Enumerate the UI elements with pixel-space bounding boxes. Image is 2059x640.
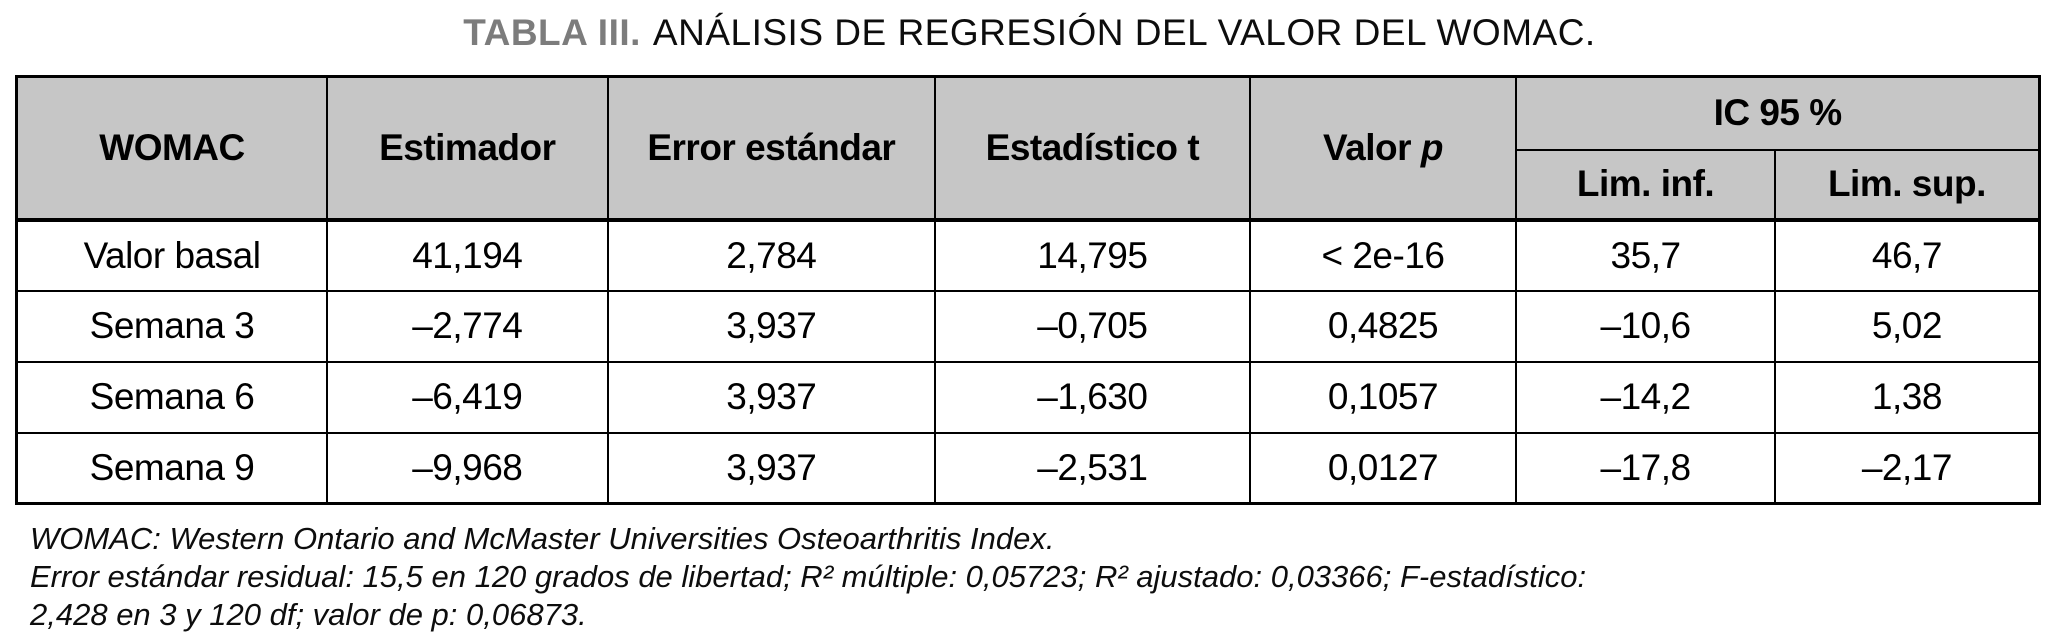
page-title: TABLA III. ANÁLISIS DE REGRESIÓN DEL VALO…	[0, 10, 2059, 56]
table-row: Semana 9 –9,968 3,937 –2,531 0,0127 –17,…	[15, 431, 2041, 505]
col-header-error-estandar: Error estándar	[606, 75, 937, 221]
data-cell: 3,937	[606, 431, 937, 505]
col-header-ic-95: IC 95 %	[1515, 75, 2041, 151]
data-cell: –6,419	[326, 360, 609, 434]
table-number-label: TABLA III.	[463, 12, 641, 53]
row-label: Semana 6	[15, 360, 329, 434]
table-row: Valor basal 41,194 2,784 14,795 < 2e-16 …	[15, 217, 2041, 292]
valor-p-prefix: Valor	[1323, 126, 1412, 168]
table-row: Semana 6 –6,419 3,937 –1,630 0,1057 –14,…	[15, 360, 2041, 434]
data-cell: 46,7	[1773, 217, 2041, 292]
valor-p-symbol: p	[1420, 126, 1444, 168]
col-header-estimador: Estimador	[326, 75, 609, 221]
data-cell: 41,194	[326, 217, 609, 292]
col-header-lim-inf: Lim. inf.	[1515, 148, 1776, 221]
data-cell: –10,6	[1515, 289, 1776, 363]
data-cell: 3,937	[606, 360, 937, 434]
regression-table: WOMAC Estimador Error estándar Estadísti…	[15, 75, 2041, 505]
data-cell: 5,02	[1773, 289, 2041, 363]
data-cell: –14,2	[1515, 360, 1776, 434]
data-cell: –2,774	[326, 289, 609, 363]
data-cell: 0,0127	[1248, 431, 1518, 505]
header-row-sub: Lim. inf. Lim. sup.	[17, 148, 2041, 221]
row-label: Semana 9	[15, 431, 329, 505]
footnote-line: Error estándar residual: 15,5 en 120 gra…	[30, 559, 1587, 594]
data-cell: < 2e-16	[1248, 217, 1518, 292]
row-label: Semana 3	[15, 289, 329, 363]
data-cell: 0,4825	[1248, 289, 1518, 363]
col-header-lim-sup: Lim. sup.	[1773, 148, 2041, 221]
data-cell: 14,795	[934, 217, 1251, 292]
row-label: Valor basal	[15, 217, 329, 292]
header-row-top: WOMAC Estimador Error estándar Estadísti…	[15, 75, 2041, 221]
col-header-estadistico-t: Estadístico t	[934, 75, 1251, 221]
data-cell: 3,937	[606, 289, 937, 363]
col-header-valor-p: Valor p	[1248, 75, 1518, 221]
data-cell: –9,968	[326, 431, 609, 505]
footnote-line: WOMAC: Western Ontario and McMaster Univ…	[30, 521, 1055, 556]
col-header-womac: WOMAC	[15, 75, 329, 221]
data-cell: 2,784	[606, 217, 937, 292]
data-cell: –1,630	[934, 360, 1251, 434]
table-row: Semana 3 –2,774 3,937 –0,705 0,4825 –10,…	[15, 289, 2041, 363]
data-cell: –2,17	[1773, 431, 2041, 505]
data-cell: 1,38	[1773, 360, 2041, 434]
footnote-line: 2,428 en 3 y 120 df; valor de p: 0,06873…	[30, 597, 587, 632]
data-cell: –0,705	[934, 289, 1251, 363]
data-cell: –2,531	[934, 431, 1251, 505]
data-cell: 0,1057	[1248, 360, 1518, 434]
table-title-text: ANÁLISIS DE REGRESIÓN DEL VALOR DEL WOMA…	[652, 12, 1596, 53]
data-cell: –17,8	[1515, 431, 1776, 505]
data-cell: 35,7	[1515, 217, 1776, 292]
table-footnotes: WOMAC: Western Ontario and McMaster Univ…	[30, 520, 2059, 634]
